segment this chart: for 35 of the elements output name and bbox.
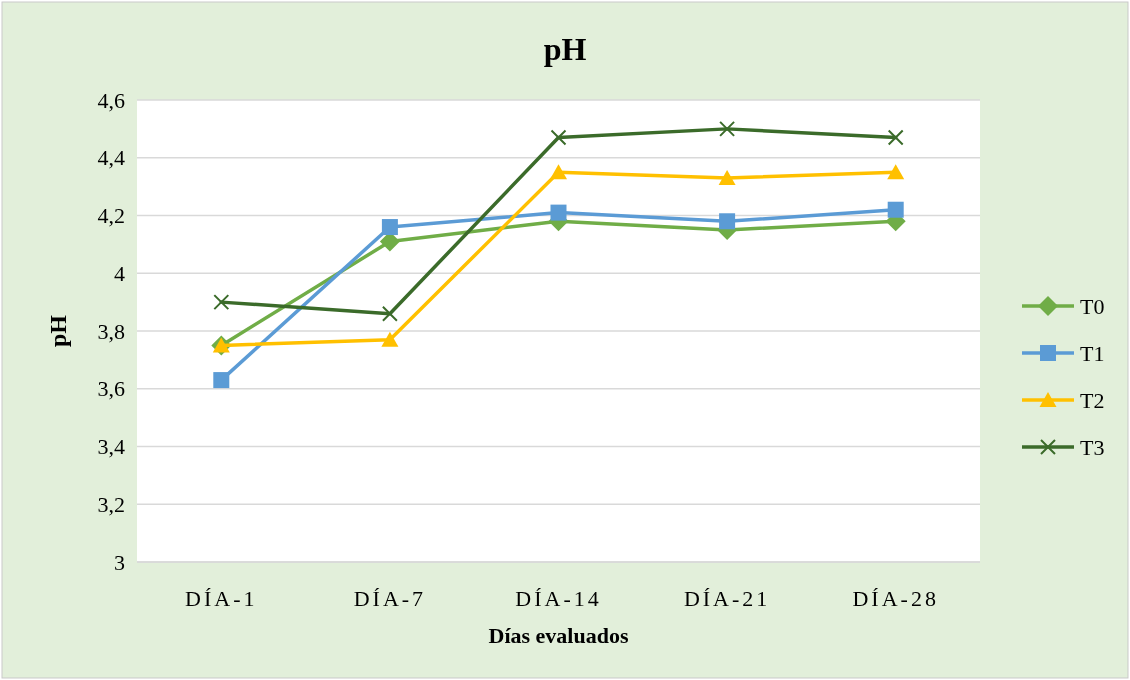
y-tick-label: 4,2 xyxy=(97,203,125,229)
point xyxy=(381,331,399,347)
y-tick-label: 3,6 xyxy=(97,376,125,402)
point xyxy=(887,201,904,218)
point xyxy=(550,129,567,146)
y-tick-label: 3,4 xyxy=(97,434,125,460)
point xyxy=(213,294,230,311)
point xyxy=(887,129,904,146)
y-tick-label: 3,2 xyxy=(97,491,125,517)
x-tick-label: DÍA-7 xyxy=(353,586,427,611)
y-tick-label: 4,4 xyxy=(97,145,125,171)
point xyxy=(718,169,736,185)
point xyxy=(719,120,736,137)
point xyxy=(550,164,567,180)
y-tick-label: 3 xyxy=(114,549,125,575)
x-tick-label: DÍA-14 xyxy=(515,586,602,611)
legend-label: T1 xyxy=(1080,340,1105,366)
y-axis-title: pH xyxy=(45,314,71,348)
y-tick-label: 4,6 xyxy=(97,87,125,113)
x-tick-label: DÍA-21 xyxy=(683,586,771,611)
legend-label: T0 xyxy=(1080,293,1105,319)
legend-label: T3 xyxy=(1080,434,1105,460)
x-tick-label: DÍA-28 xyxy=(852,586,939,611)
point xyxy=(719,213,736,230)
legend-label: T2 xyxy=(1080,387,1105,413)
point xyxy=(887,164,905,180)
y-tick-label: 3,8 xyxy=(97,318,125,344)
point xyxy=(381,219,398,236)
x-axis-title: Días evaluados xyxy=(488,623,629,648)
y-tick-label: 4 xyxy=(114,260,125,286)
point xyxy=(381,305,398,322)
point xyxy=(213,372,230,389)
chart-title: pH xyxy=(543,31,587,67)
point xyxy=(550,204,567,221)
x-tick-label: DÍA-1 xyxy=(185,586,258,611)
